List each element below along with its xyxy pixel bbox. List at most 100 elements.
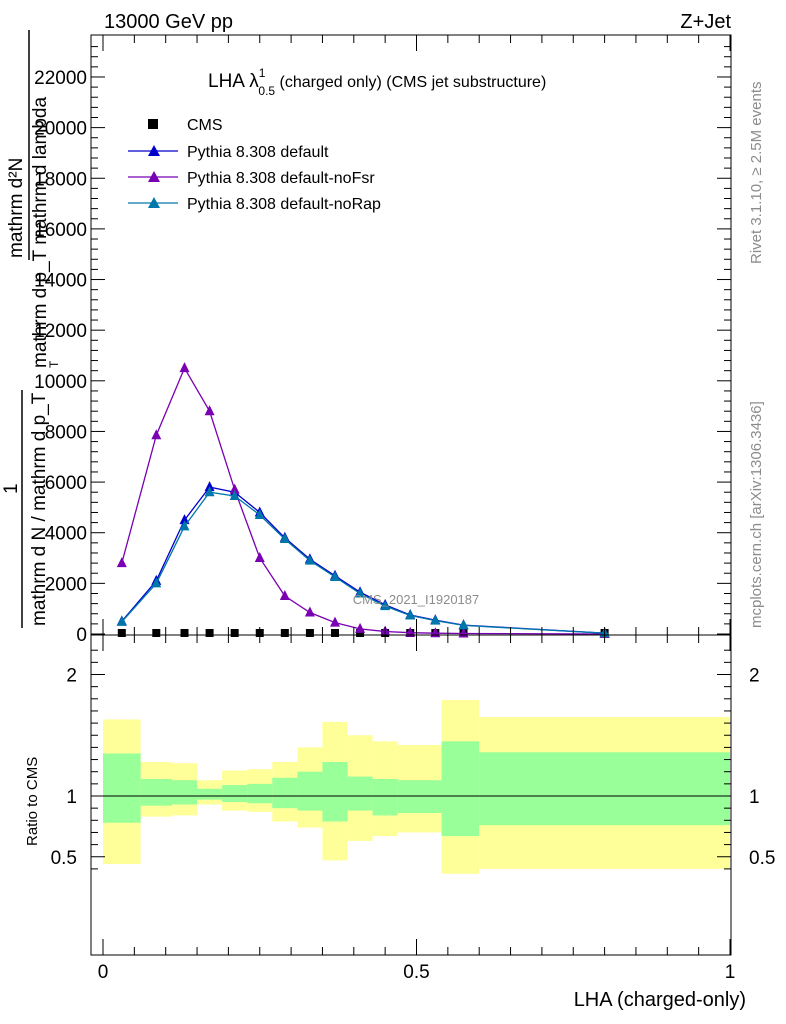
data-point-noRap [179,520,190,531]
ylabel-line-1: mathrm d²N [6,158,27,258]
main-y-tick-label: 4000 [45,524,87,545]
series-line-default [121,486,605,634]
ratio-y-tick-label-right: 1 [749,787,760,808]
data-point-default [204,481,215,492]
uncertainty-band-inner [297,771,323,811]
data-point-cms [180,629,189,637]
data-point-noRap [355,587,366,598]
main-y-tick-label: 2000 [45,574,87,595]
main-y-tick-label: 20000 [34,119,87,140]
uncertainty-band-inner [479,752,730,826]
data-point-noRap [380,600,391,611]
uncertainty-band-inner [103,753,141,823]
ratio-plot: 0.5 0.5 1 1 2 2 0 0.5 1 Ratio to CMS LHA (charge… [24,634,775,1011]
data-point-noFsr [304,606,315,617]
data-point-noFsr [329,616,340,627]
data-point-noFsr [405,626,416,637]
series-line-noRap [121,491,605,634]
uncertainty-band-inner [441,741,480,837]
ylabel-line-2: mathrm d p_T mathrm d lambda [30,97,51,368]
uncertainty-band-inner [247,783,273,804]
data-point-cms [356,629,365,637]
uncertainty-band-inner [222,785,248,803]
data-point-noFsr [355,622,366,633]
uncertainty-band-inner [197,788,223,800]
data-point-noRap [329,571,340,582]
ratio-y-tick-label: 0.5 [51,848,77,869]
legend-marker-default [148,145,160,156]
legend-marker-noRap [148,197,160,208]
header-energy-label: 13000 GeV pp [104,11,233,33]
title-rest: (charged only) (CMS jet substructure) [275,74,546,91]
data-point-cms [230,629,239,637]
data-point-cms [330,629,339,637]
mcplots-label: mcplots.cern.ch [arXiv:1306.3436] [748,401,765,628]
main-y-tick-label: 18000 [34,169,87,190]
data-point-noRap [430,614,441,625]
header-process-label: Z+Jet [680,11,731,33]
data-point-cms [205,629,214,637]
main-y-tick-label: 16000 [34,220,87,241]
data-point-noFsr [151,429,162,440]
main-y-axis-label: mathrm d²N mathrm d p_T mathrm d lambda … [1,30,61,628]
ratio-plot-frame [90,634,732,956]
series-noFsr [116,362,610,638]
main-y-tick-label: 8000 [45,422,87,443]
ratio-y-tick-label: 1 [66,787,77,808]
ratio-y-tick-label-right: 0.5 [749,848,775,869]
uncertainty-band-inner [347,776,373,811]
ratio-y-tick-label-right: 2 [749,666,760,687]
title-superscript: 1 [259,66,266,80]
main-y-tick-label: 10000 [34,372,87,393]
legend-label-noRap: Pythia 8.308 default-noRap [187,196,381,213]
data-point-default [179,514,190,525]
data-point-cms [305,629,314,637]
data-point-noFsr [179,362,190,373]
rivet-version-label: Rivet 3.1.10, ≥ 2.5M events [748,82,765,265]
series-default [116,481,610,638]
title-subscript: 0.5 [258,84,275,98]
legend-marker-cms [148,119,158,129]
data-point-noRap [151,577,162,588]
x-tick-label: 0 [98,962,109,983]
uncertainty-band-inner [272,777,298,809]
title-main: LHA λ [208,71,259,92]
data-point-noRap [458,619,469,630]
main-plot: 0 2000 4000 6000 8000 10000 12000 14000 16000 180… [1,30,732,646]
data-point-noFsr [279,590,290,601]
series-noRap [116,486,610,638]
uncertainty-band-inner [322,761,348,822]
main-y-tick-label: 12000 [34,321,87,342]
data-point-noRap [254,509,265,519]
legend-label-default: Pythia 8.308 default [187,144,329,161]
ylabel-line-3: 1 [1,483,22,494]
legend-label-data: CMS [187,117,223,134]
ylabel-subscript: T [47,360,61,368]
x-tick-label: 1 [725,962,736,983]
legend-label-noFsr: Pythia 8.308 default-noFsr [187,170,375,187]
uncertainty-band-inner [140,778,172,806]
data-point-noRap [304,554,315,565]
data-point-noRap [279,533,290,544]
uncertainty-band-inner [372,778,398,816]
uncertainty-band-inner [397,780,442,814]
data-point-noFsr [229,483,240,494]
main-y-tick-label: 0 [76,625,87,646]
legend: CMS Pythia 8.308 default Pythia 8.308 defa… [128,117,381,213]
x-tick-label: 0.5 [403,962,429,983]
data-point-noRap [116,615,127,626]
data-point-noFsr [116,557,127,568]
data-point-noRap [405,609,416,620]
ylabel-line-4: mathrm d N / mathrm d p_T [29,392,50,626]
ratio-y-axis-label: Ratio to CMS [24,757,41,846]
data-point-cms [152,629,161,637]
data-point-noFsr [254,552,265,563]
data-point-cms [280,629,289,637]
data-point-cms [117,629,126,637]
x-axis-label: LHA (charged-only) [574,989,746,1011]
main-y-tick-label: 6000 [45,473,87,494]
main-y-tick-label: 22000 [34,68,87,89]
ratio-y-tick-label: 2 [66,666,77,687]
uncertainty-band-inner [171,780,198,805]
